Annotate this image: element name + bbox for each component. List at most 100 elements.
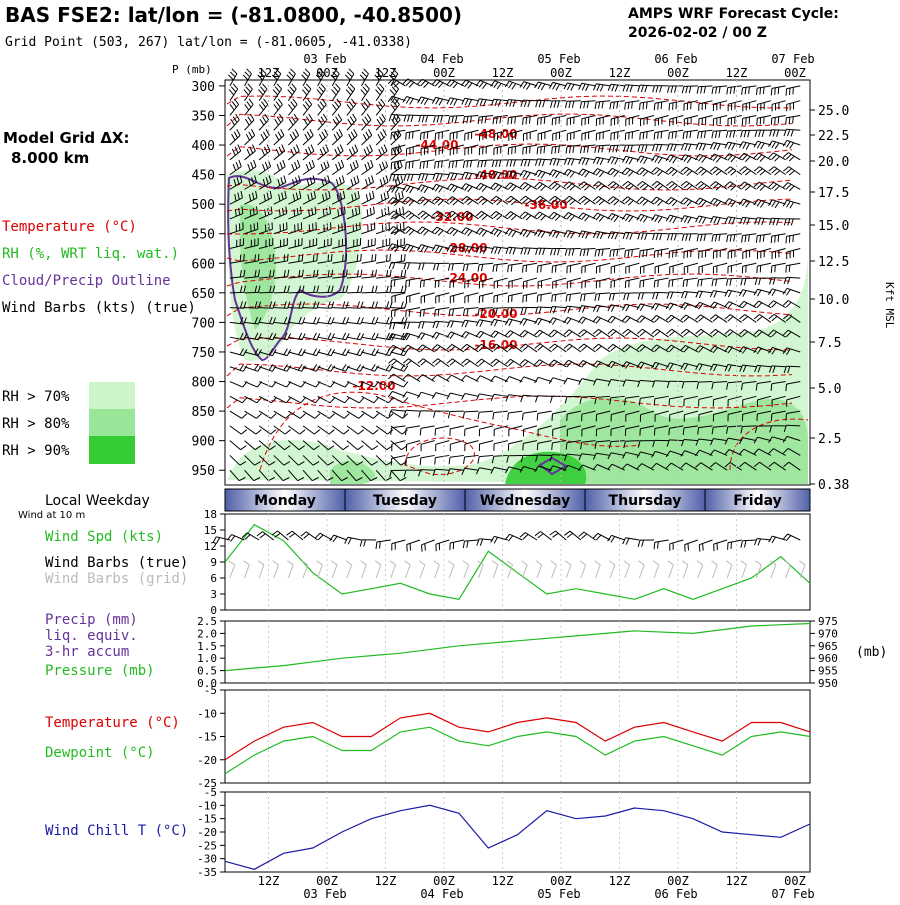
kft-tick-label: 5.0 [818, 382, 841, 397]
bottom-hour-label: 12Z [609, 874, 631, 888]
top-date-label: 06 Feb [654, 52, 697, 66]
temperature-contour-label: -44.00 [416, 138, 459, 152]
panel-tick-label: 12 [204, 540, 217, 553]
pressure-tick-label: 800 [192, 376, 215, 391]
panel-tick-label: 2.0 [197, 627, 217, 640]
pressure-right-tick-label: 975 [818, 615, 838, 628]
pressure-axis-label: P (mb) [172, 63, 212, 76]
legend-rh70-label: RH > 70% [2, 389, 70, 405]
bottom-hour-label: 00Z [433, 874, 455, 888]
panel-tick-label: -20 [197, 826, 217, 839]
panel-tick-label: -5 [204, 786, 217, 799]
legend-precip: Precip (mm) [45, 612, 138, 628]
page-title: BAS FSE2: lat/lon = (-81.0800, -40.8500) [5, 3, 462, 27]
panel-tick-label: 3 [210, 588, 217, 601]
model-grid-value: 8.000 km [11, 149, 89, 167]
pressure-right-tick-label: 970 [818, 627, 838, 640]
bottom-date-label: 06 Feb [654, 887, 697, 900]
pressure-tick-label: 600 [192, 257, 215, 272]
weekday-label: Tuesday [373, 493, 437, 509]
bottom-hour-label: 12Z [375, 874, 397, 888]
bottom-hour-label: 00Z [667, 874, 689, 888]
pressure-tick-label: 750 [192, 346, 215, 361]
pressure-tick-label: 400 [192, 139, 215, 154]
pressure-right-tick-label: 950 [818, 677, 838, 690]
kft-tick-label: 22.5 [818, 129, 849, 144]
legend-cloud-outline: Cloud/Precip Outline [2, 273, 171, 289]
bottom-date-label: 04 Feb [420, 887, 463, 900]
bottom-hour-label: 12Z [492, 874, 514, 888]
pressure-tick-label: 550 [192, 228, 215, 243]
top-hour-label: 00Z [667, 66, 689, 80]
legend-rh80-label: RH > 80% [2, 416, 70, 432]
kft-tick-label: 7.5 [818, 336, 841, 351]
pressure-tick-label: 350 [192, 109, 215, 124]
weekday-label: Thursday [609, 493, 682, 509]
kft-tick-label: 0.38 [818, 478, 849, 493]
panel-tick-label: -15 [197, 813, 217, 826]
panel-tick-label: -35 [197, 866, 217, 879]
panel-tick-label: -30 [197, 853, 217, 866]
panel-tick-label: -20 [197, 754, 217, 767]
forecast-cycle-label: AMPS WRF Forecast Cycle: [628, 6, 839, 22]
legend-rh90-swatch [89, 436, 135, 464]
wind-10m-label: Wind at 10 m [18, 510, 85, 521]
panel-tick-label: -10 [197, 799, 217, 812]
legend-temperature: Temperature (°C) [2, 219, 137, 235]
pressure-tick-label: 300 [192, 80, 215, 95]
pressure-unit-label: (mb) [856, 645, 887, 660]
panel-tick-label: -5 [204, 684, 217, 697]
kft-tick-label: 17.5 [818, 186, 849, 201]
top-hour-label: 00Z [433, 66, 455, 80]
panel-tick-label: 1.5 [197, 640, 217, 653]
cross-section-panel: -48.00-44.00-40.00-36.00-32.00-28.00-24.… [172, 63, 896, 493]
legend-pressure: Pressure (mb) [45, 663, 155, 679]
panel-tick-label: -15 [197, 731, 217, 744]
pressure-right-tick-label: 960 [818, 652, 838, 665]
top-date-label: 05 Feb [537, 52, 580, 66]
legend-dewpoint: Dewpoint (°C) [45, 745, 155, 761]
top-date-label: 07 Feb [771, 52, 814, 66]
temperature-contour-label: -12.00 [353, 379, 396, 393]
kft-tick-label: 20.0 [818, 155, 849, 170]
forecast-cycle-value: 2026-02-02 / 00 Z [628, 25, 767, 41]
bottom-hour-label: 00Z [316, 874, 338, 888]
legend-precip-accum: 3-hr accum [45, 644, 129, 660]
temperature-contour-label: -24.00 [445, 271, 488, 285]
bottom-date-label: 07 Feb [771, 887, 814, 900]
temperature-panel: -5-10-15-20-25 [197, 684, 810, 790]
weekday-label: Wednesday [480, 493, 570, 509]
pressure-right-tick-label: 965 [818, 640, 838, 653]
pressure-tick-label: 850 [192, 405, 215, 420]
top-date-label: 04 Feb [420, 52, 463, 66]
legend-temperature-2: Temperature (°C) [45, 715, 180, 731]
weekday-label: Monday [254, 493, 316, 509]
legend-wind-barbs-true: Wind Barbs (true) [45, 555, 188, 571]
bottom-date-label: 05 Feb [537, 887, 580, 900]
legend-wind-chill: Wind Chill T (°C) [45, 823, 188, 839]
bottom-hour-label: 12Z [258, 874, 280, 888]
temperature-contour-label: -48.00 [475, 127, 518, 141]
legend-wind-barbs-grid: Wind Barbs (grid) [45, 571, 188, 587]
bottom-hour-label: 00Z [784, 874, 806, 888]
weekday-band: Monday Tuesday Wednesday Thursday Friday [225, 489, 810, 511]
pressure-tick-label: 450 [192, 169, 215, 184]
pressure-right-tick-label: 955 [818, 665, 838, 678]
legend-precip-liq: liq. equiv. [45, 628, 138, 644]
kft-msl-label: Kft MSL [883, 282, 896, 329]
pressure-tick-label: 900 [192, 435, 215, 450]
pressure-tick-label: 950 [192, 464, 215, 479]
kft-tick-label: 10.0 [818, 293, 849, 308]
legend-rh: RH (%, WRT liq. wat.) [2, 246, 179, 262]
weekday-label: Friday [733, 493, 782, 509]
panel-tick-label: 2.5 [197, 615, 217, 628]
legend-rh90-label: RH > 90% [2, 443, 70, 459]
bottom-hour-label: 00Z [550, 874, 572, 888]
top-date-label: 03 Feb [303, 52, 346, 66]
bottom-hour-label: 12Z [726, 874, 748, 888]
kft-tick-label: 15.0 [818, 219, 849, 234]
